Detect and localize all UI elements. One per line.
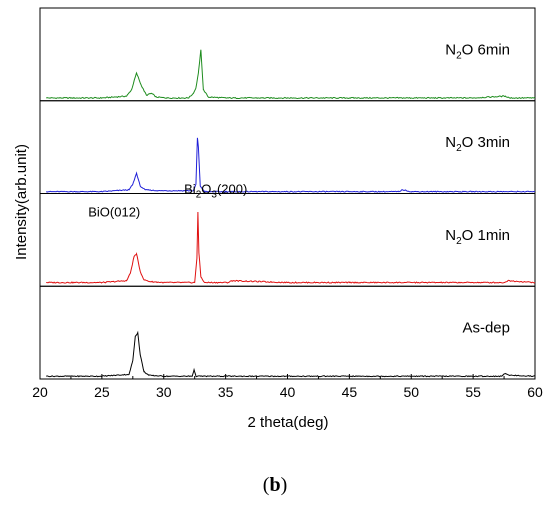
text-part: BiO(012) — [88, 205, 140, 220]
x-tick-label: 45 — [342, 384, 358, 400]
panel-frame — [39, 285, 536, 380]
xrd-trace — [46, 330, 536, 378]
text-part: O — [201, 182, 211, 197]
xrd-panel: N2O 6min — [39, 7, 536, 102]
text-part: N — [445, 41, 456, 58]
subscript-text: 3 — [211, 190, 217, 201]
figure-caption: (b) — [262, 474, 288, 496]
subscript-text: 2 — [196, 190, 202, 201]
x-tick-label: 20 — [32, 384, 48, 400]
xrd-panel: As-dep — [39, 285, 536, 380]
series-label: N2O 6min — [445, 41, 510, 61]
xrd-trace — [46, 137, 536, 193]
peak-annotation: Bi2O3(200) — [184, 182, 247, 201]
xrd-panel: N2O 3min — [39, 100, 536, 194]
xrd-trace — [46, 212, 536, 284]
text-part: O 3min — [462, 134, 510, 151]
x-axis-label: 2 theta(deg) — [248, 414, 329, 431]
series-label: N2O 1min — [445, 227, 510, 247]
x-tick-label: 60 — [527, 384, 543, 400]
y-axis-label: Intensity(arb.unit) — [13, 144, 30, 260]
series-label: As-dep — [462, 320, 510, 337]
text-part: (200) — [217, 182, 247, 197]
text-part: O 1min — [462, 227, 510, 244]
text-part: As-dep — [462, 320, 510, 337]
x-tick-label: 35 — [218, 384, 234, 400]
series-label: N2O 3min — [445, 134, 510, 154]
x-tick-label: 30 — [156, 384, 172, 400]
xrd-trace — [46, 49, 536, 100]
x-tick-label: 55 — [465, 384, 481, 400]
subscript-text: 2 — [456, 143, 462, 154]
subscript-text: 2 — [456, 50, 462, 61]
x-tick-label: 40 — [280, 384, 296, 400]
x-axis-ticks: 20 25 30 35 40 45 50 55 60 — [32, 374, 543, 400]
text-part: N — [445, 227, 456, 244]
peak-annotation: BiO(012) — [88, 205, 140, 220]
text-part: Bi — [184, 182, 196, 197]
x-tick-label: 25 — [94, 384, 110, 400]
subscript-text: 2 — [456, 236, 462, 247]
text-part: O 6min — [462, 41, 510, 58]
figure-label: b — [269, 474, 281, 496]
x-tick-label: 50 — [403, 384, 419, 400]
text-part: N — [445, 134, 456, 151]
